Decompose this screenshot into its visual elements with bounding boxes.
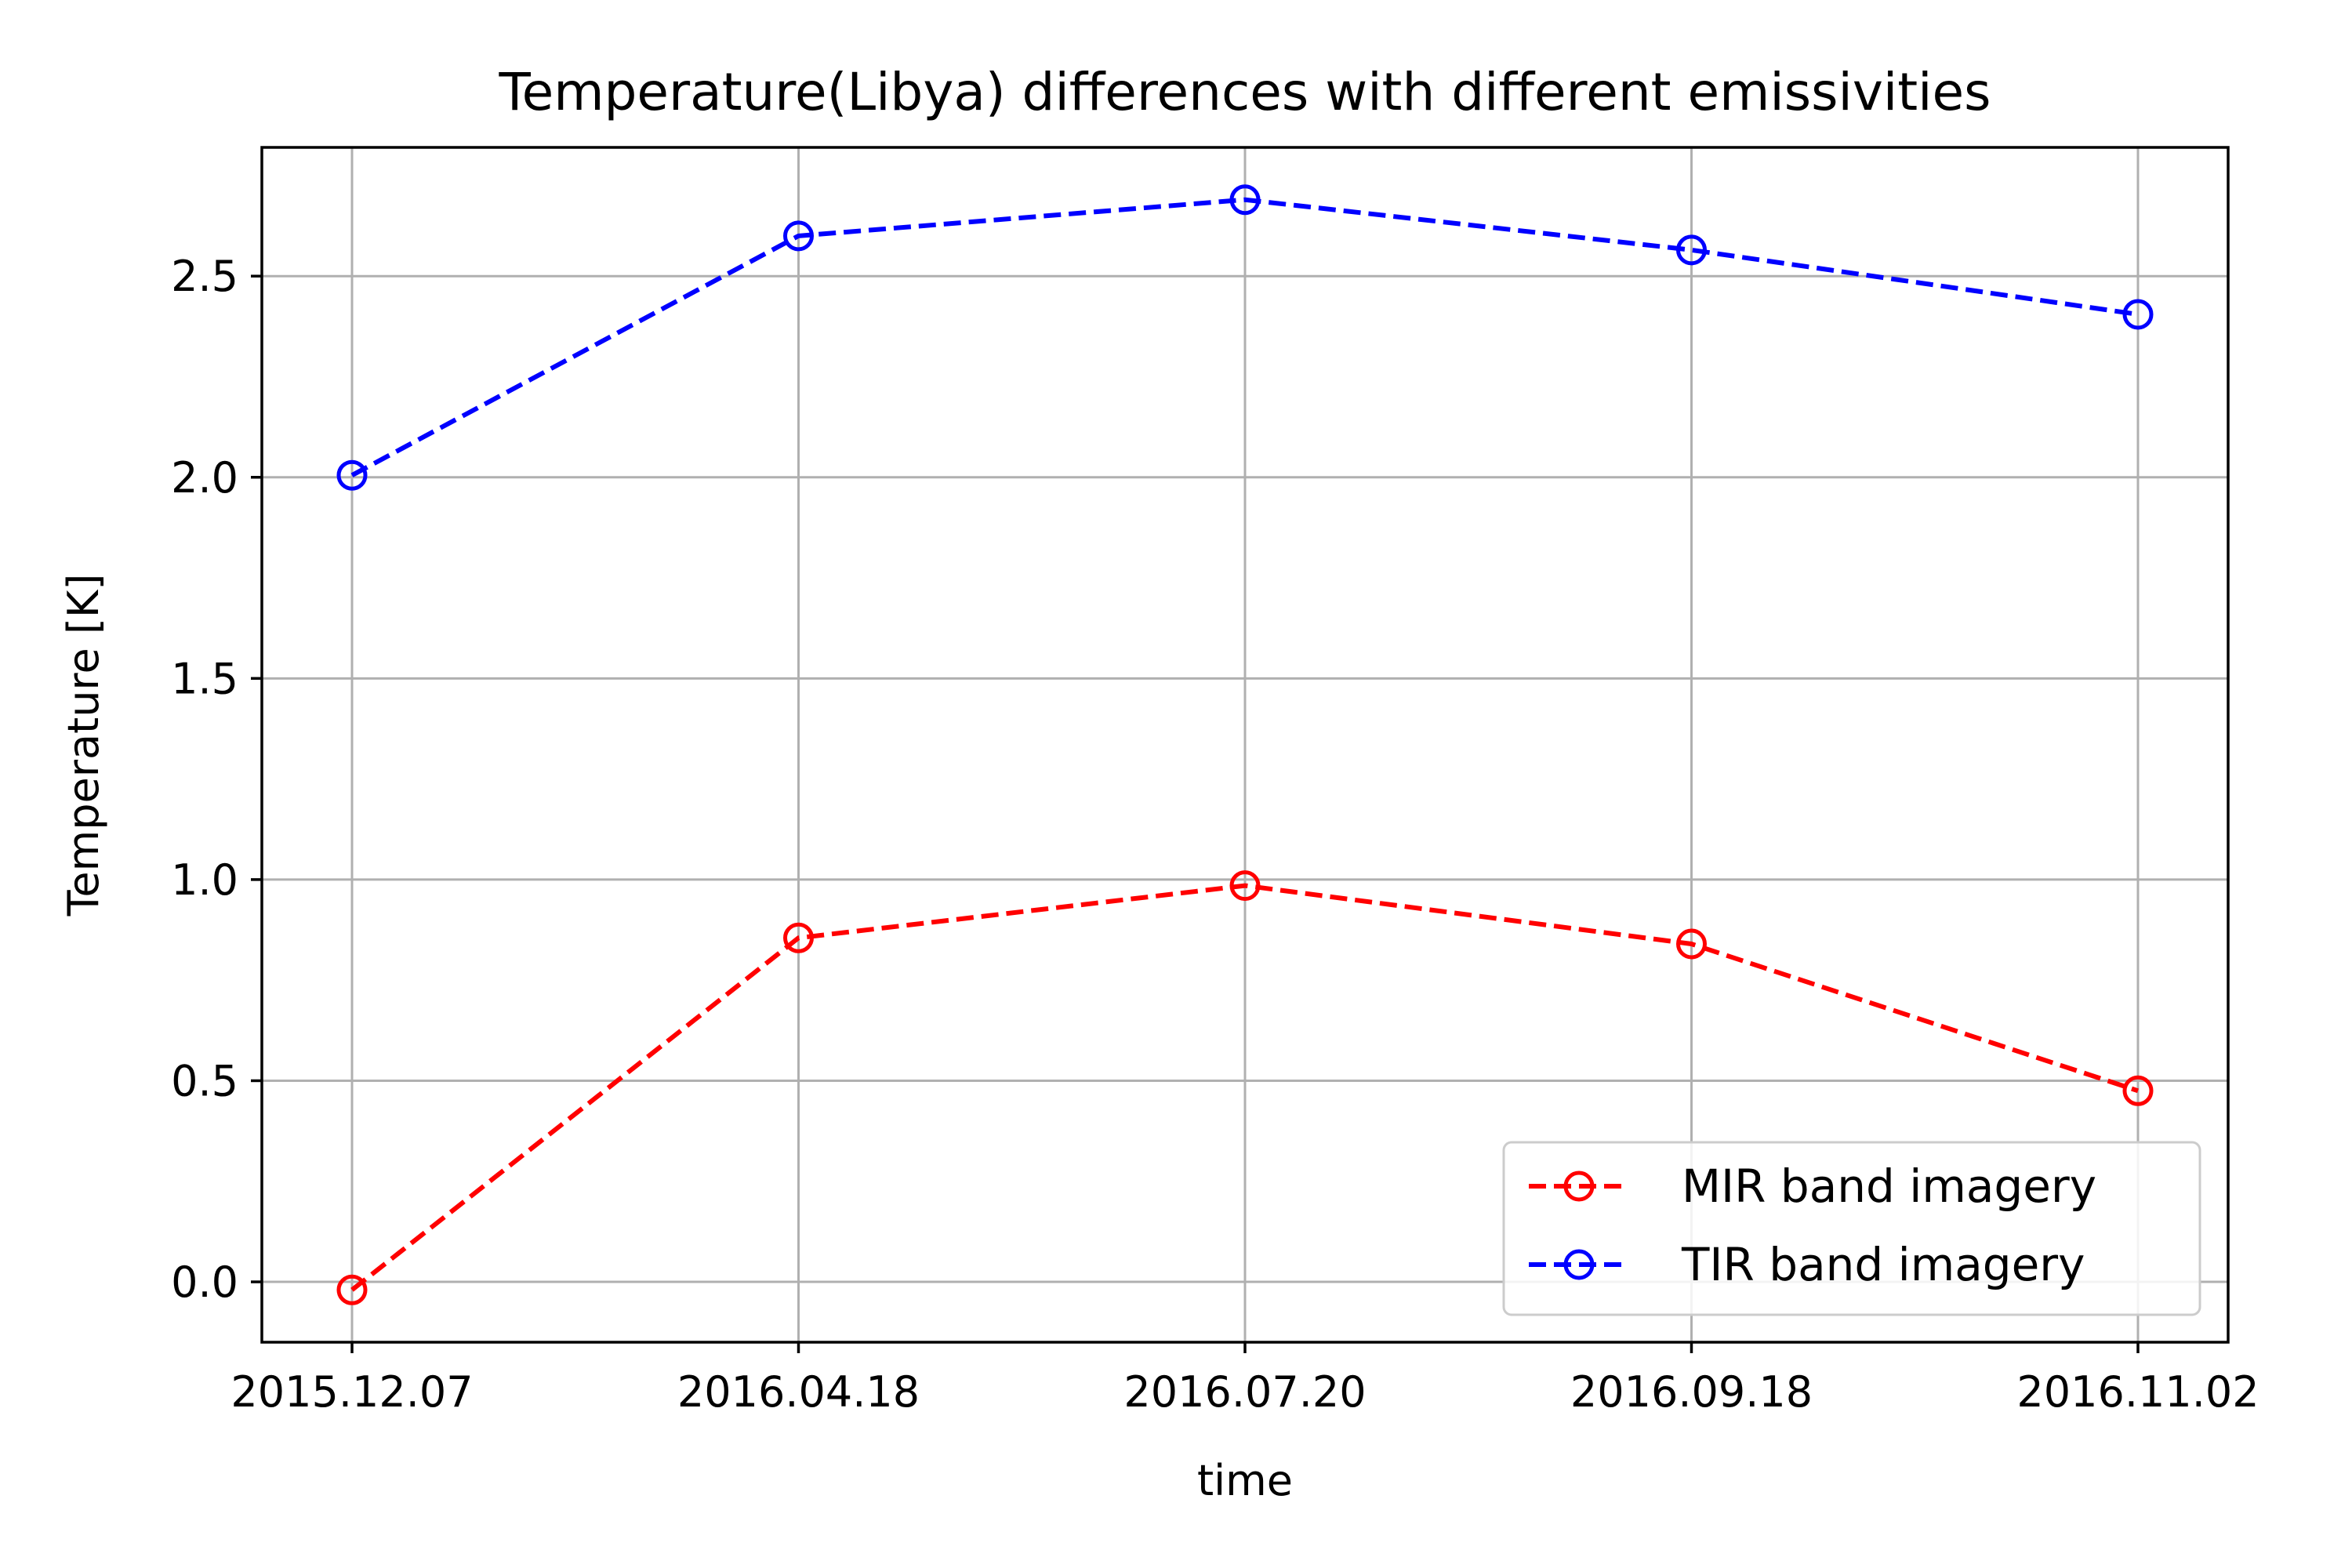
y-tick-label: 2.5	[171, 252, 238, 301]
y-tick-label: 0.5	[171, 1056, 238, 1105]
x-axis-label: time	[1197, 1456, 1293, 1505]
y-axis-label: Temperature [K]	[59, 574, 108, 917]
legend-label-tir: TIR band imagery	[1681, 1238, 2085, 1291]
data-point	[2122, 1075, 2154, 1106]
data-point	[1676, 234, 1707, 266]
legend-swatch-marker	[1563, 1171, 1595, 1202]
data-point	[1229, 870, 1261, 902]
legend-swatch-marker	[1563, 1249, 1595, 1280]
series-line	[350, 197, 2139, 477]
tick-layer: 2015.12.07 2016.04.18 2016.07.20 2016.09.18…	[171, 252, 2259, 1417]
data-point	[783, 922, 814, 953]
legend-entry-tir: TIR band imagery	[1529, 1238, 2085, 1291]
legend-entry-mir: MIR band imagery	[1529, 1160, 2096, 1213]
y-tick-label: 1.5	[171, 654, 238, 703]
series-layer	[336, 184, 2154, 1305]
data-point	[783, 220, 814, 252]
y-tick-label: 1.0	[171, 855, 238, 905]
data-point	[336, 459, 368, 491]
chart-title: Temperature(Libya) differences with diff…	[499, 62, 1991, 122]
x-tick-label: 2016.11.02	[2016, 1367, 2259, 1417]
data-point	[1676, 928, 1707, 960]
legend-label-mir: MIR band imagery	[1682, 1160, 2096, 1213]
x-tick-label: 2015.12.07	[230, 1367, 473, 1417]
data-point	[336, 1274, 368, 1305]
x-tick-label: 2016.04.18	[677, 1367, 920, 1417]
y-tick-label: 0.0	[171, 1258, 238, 1307]
data-point	[2122, 299, 2154, 330]
series-0	[336, 870, 2154, 1305]
series-1	[336, 184, 2154, 491]
data-point	[1229, 184, 1261, 216]
series-line	[350, 883, 2139, 1292]
legend-box	[1502, 1141, 2201, 1316]
grid-layer	[262, 147, 2228, 1342]
legend: MIR band imagery TIR band imagery	[1502, 1141, 2201, 1316]
x-tick-label: 2016.09.18	[1570, 1367, 1813, 1417]
y-tick-label: 2.0	[171, 453, 238, 503]
x-tick-label: 2016.07.20	[1123, 1367, 1366, 1417]
